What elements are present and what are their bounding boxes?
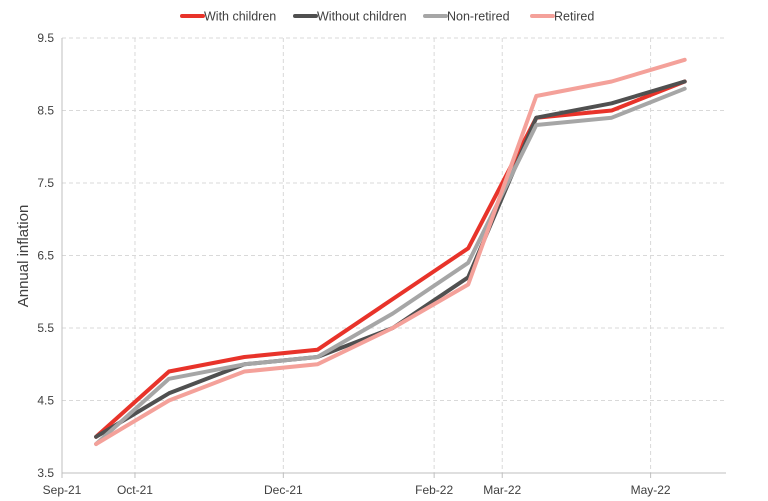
y-tick-label: 3.5 bbox=[37, 466, 54, 480]
y-axis-title: Annual inflation bbox=[15, 205, 32, 308]
axes bbox=[61, 38, 726, 474]
y-tick-labels: 3.5 4.5 5.5 6.5 7.5 8.5 9.5 bbox=[37, 31, 54, 480]
legend-item: Without children bbox=[293, 10, 407, 24]
y-tick-label: 8.5 bbox=[37, 104, 54, 118]
legend-item: With children bbox=[180, 10, 276, 24]
series-line-non-retired bbox=[94, 86, 687, 446]
legend-label: With children bbox=[204, 10, 276, 24]
legend: With children Without children Non-retired… bbox=[180, 10, 594, 24]
x-tick-labels: Sep-21 Oct-21 Dec-21 Feb-22 Mar-22 May-22 bbox=[43, 483, 671, 497]
x-tick-label: May-22 bbox=[631, 483, 671, 497]
y-tick-label: 7.5 bbox=[37, 176, 54, 190]
y-tick-label: 9.5 bbox=[37, 31, 54, 45]
series-line-retired bbox=[94, 57, 687, 446]
x-tick-label: Sep-21 bbox=[43, 483, 82, 497]
series-line-without-children bbox=[94, 79, 687, 439]
legend-item: Retired bbox=[530, 10, 594, 24]
series-line-with-children bbox=[94, 79, 687, 439]
legend-label: Non-retired bbox=[447, 10, 510, 24]
x-tick-label: Mar-22 bbox=[483, 483, 521, 497]
y-tick-label: 4.5 bbox=[37, 394, 54, 408]
x-tick-label: Feb-22 bbox=[415, 483, 453, 497]
legend-label: Without children bbox=[317, 10, 407, 24]
y-tick-label: 6.5 bbox=[37, 249, 54, 263]
legend-label: Retired bbox=[554, 10, 594, 24]
y-tick-label: 5.5 bbox=[37, 321, 54, 335]
x-tick-label: Dec-21 bbox=[264, 483, 303, 497]
x-tick-label: Oct-21 bbox=[117, 483, 153, 497]
gridlines bbox=[61, 37, 726, 478]
series-lines bbox=[94, 57, 687, 446]
legend-item: Non-retired bbox=[423, 10, 510, 24]
